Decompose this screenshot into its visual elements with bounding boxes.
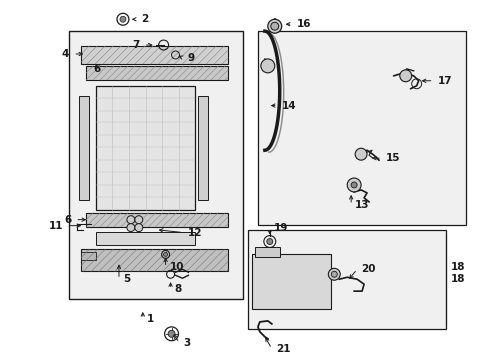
Bar xyxy=(96,86,195,210)
Text: 13: 13 xyxy=(354,200,369,210)
Bar xyxy=(254,247,279,257)
Text: 8: 8 xyxy=(174,284,182,294)
Text: 14: 14 xyxy=(281,100,296,111)
Text: 1: 1 xyxy=(146,314,154,324)
Text: 17: 17 xyxy=(437,76,451,86)
Bar xyxy=(81,252,96,260)
Bar xyxy=(81,46,228,64)
Circle shape xyxy=(135,224,142,231)
Bar xyxy=(81,249,228,271)
Bar xyxy=(96,231,195,246)
Circle shape xyxy=(346,178,360,192)
Text: 19: 19 xyxy=(273,222,287,233)
Circle shape xyxy=(260,59,274,73)
Text: 6: 6 xyxy=(93,64,100,74)
Text: 12: 12 xyxy=(187,228,202,238)
Bar xyxy=(247,230,446,329)
Bar xyxy=(86,213,228,227)
Bar xyxy=(86,66,228,80)
Circle shape xyxy=(350,182,356,188)
Circle shape xyxy=(331,271,337,277)
Text: 21: 21 xyxy=(275,344,290,354)
Text: 7: 7 xyxy=(132,40,140,50)
Circle shape xyxy=(163,252,167,256)
Circle shape xyxy=(327,268,340,280)
Circle shape xyxy=(127,216,135,224)
Circle shape xyxy=(127,224,135,231)
Text: 6: 6 xyxy=(64,215,71,225)
Text: 9: 9 xyxy=(187,53,194,63)
Text: 11: 11 xyxy=(49,221,63,231)
Bar xyxy=(69,31,243,299)
Bar xyxy=(79,96,89,200)
Text: 3: 3 xyxy=(183,338,190,348)
Text: 10: 10 xyxy=(169,262,183,272)
Circle shape xyxy=(270,22,278,30)
Text: 2: 2 xyxy=(141,14,148,24)
Circle shape xyxy=(354,148,366,160)
Text: 4: 4 xyxy=(62,49,69,59)
Circle shape xyxy=(267,19,281,33)
Text: 5: 5 xyxy=(122,274,130,284)
Text: 15: 15 xyxy=(385,153,400,163)
Circle shape xyxy=(399,70,411,82)
Text: 18: 18 xyxy=(449,274,464,284)
Bar xyxy=(251,255,331,309)
Text: 20: 20 xyxy=(360,264,375,274)
Circle shape xyxy=(135,216,142,224)
Circle shape xyxy=(120,16,126,22)
Circle shape xyxy=(168,330,175,337)
Text: 16: 16 xyxy=(296,19,310,29)
Bar xyxy=(257,31,466,225)
Bar xyxy=(198,96,208,200)
Circle shape xyxy=(266,239,272,244)
Text: 18: 18 xyxy=(449,262,464,272)
